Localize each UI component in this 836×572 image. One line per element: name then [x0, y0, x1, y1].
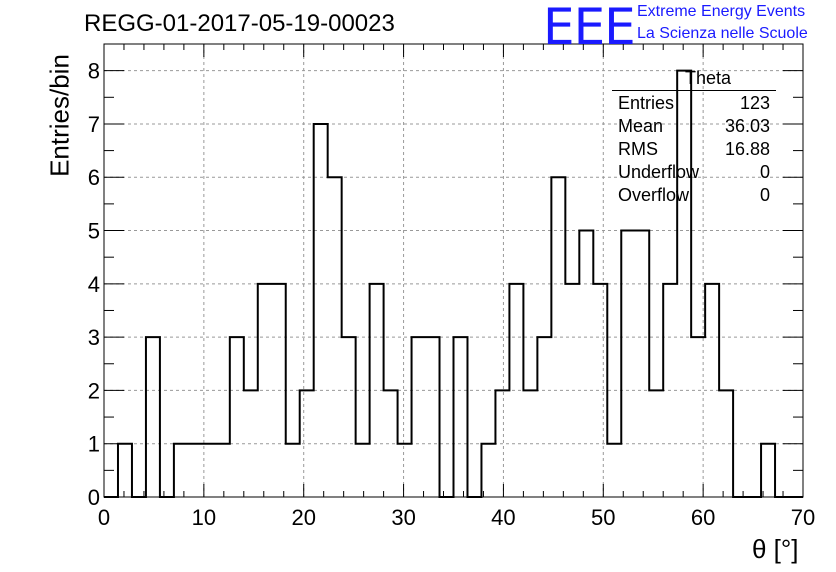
histogram-bin	[607, 444, 621, 497]
stats-row-mean: Mean 36.03	[612, 115, 776, 138]
histogram-bin	[719, 390, 733, 497]
y-tick-label: 1	[88, 432, 100, 457]
x-axis-label: θ [°]	[752, 534, 799, 564]
histogram-bin	[230, 337, 244, 497]
histogram-bin	[118, 444, 132, 497]
plot-frame	[103, 43, 804, 498]
stats-row-underflow: Underflow 0	[612, 161, 776, 184]
y-tick-label: 0	[88, 485, 100, 510]
stats-row-overflow: Overflow 0	[612, 184, 776, 207]
stats-row-rms: RMS 16.88	[612, 138, 776, 161]
x-tick-label: 40	[491, 505, 515, 530]
x-tick-label: 60	[691, 505, 715, 530]
histogram-bin	[551, 177, 565, 497]
histogram-bin	[286, 444, 300, 497]
eee-logo: EEE	[543, 0, 636, 56]
histogram-bin	[398, 444, 412, 497]
x-tick-label: 50	[591, 505, 615, 530]
y-tick-label: 8	[88, 59, 100, 84]
histogram-bin	[356, 444, 370, 497]
x-tick-label: 10	[192, 505, 216, 530]
stats-value: 0	[759, 162, 770, 182]
histogram-bin	[300, 390, 314, 497]
y-tick-label: 3	[88, 325, 100, 350]
histogram-bin	[314, 124, 328, 497]
y-tick-label: 4	[88, 272, 100, 297]
histogram-bin	[384, 390, 398, 497]
stats-box: Theta Entries 123 Mean 36.03 RMS 16.88 U…	[612, 68, 776, 207]
logo-line-2: La Scienza nelle Scuole	[637, 25, 808, 42]
histogram-outline	[104, 69, 803, 498]
stats-value: 0	[759, 185, 770, 205]
x-tick-label: 70	[791, 505, 815, 530]
stats-title: Theta	[612, 68, 776, 91]
histogram-bin	[481, 444, 495, 497]
stats-label: Underflow	[618, 162, 700, 182]
stats-value: 36.03	[724, 116, 770, 136]
stats-row-entries: Entries 123	[612, 92, 776, 115]
stats-label: Overflow	[618, 185, 690, 205]
histogram-bin	[579, 231, 593, 497]
stats-label: Mean	[618, 116, 664, 136]
histogram-bin	[635, 231, 649, 497]
histogram-bin	[342, 337, 356, 497]
histogram-bin	[537, 337, 551, 497]
y-tick-label: 7	[88, 112, 100, 137]
histogram-bin	[426, 337, 440, 497]
x-tick-label: 20	[291, 505, 315, 530]
y-tick-label: 5	[88, 219, 100, 244]
x-tick-label: 30	[391, 505, 415, 530]
axis-ticks	[103, 43, 804, 498]
histogram-bin	[188, 444, 202, 497]
x-tick-label: 0	[98, 505, 110, 530]
histogram-bin	[593, 284, 607, 497]
chart-title: REGG-01-2017-05-19-00023	[84, 10, 395, 37]
histogram-bin	[174, 444, 188, 497]
histogram-bin	[621, 231, 635, 497]
y-tick-label: 2	[88, 378, 100, 403]
stats-label: Entries	[618, 93, 675, 113]
histogram-bin	[761, 444, 775, 497]
histogram-bin	[146, 337, 160, 497]
logo-line-1: Extreme Energy Events	[637, 3, 806, 20]
histogram-bin	[412, 337, 426, 497]
histogram-bin	[509, 284, 523, 497]
y-axis-label: Entries/bin	[44, 54, 75, 177]
stats-label: RMS	[618, 139, 658, 159]
y-tick-label: 6	[88, 165, 100, 190]
histogram-bin	[454, 337, 468, 497]
histogram-bin	[258, 284, 272, 497]
stats-value: 16.88	[724, 139, 770, 159]
stats-value: 123	[739, 93, 770, 113]
histogram-bin	[216, 444, 230, 497]
histogram-bars	[104, 69, 803, 498]
